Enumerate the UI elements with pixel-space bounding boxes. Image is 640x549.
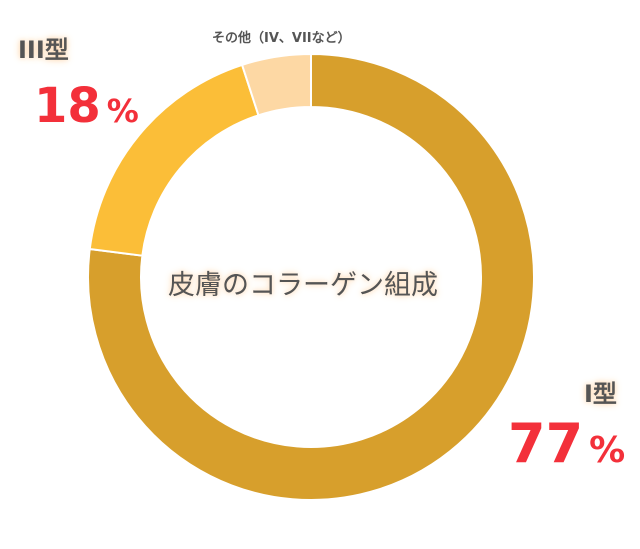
percent-type-iii: 18% — [34, 78, 139, 134]
chart-title: 皮膚のコラーゲン組成 — [168, 270, 438, 301]
unit-type-i: % — [589, 430, 626, 471]
percent-type-i: 77% — [508, 412, 625, 475]
value-type-i: 77 — [508, 412, 584, 475]
label-type-i: I型 — [584, 380, 617, 408]
label-other: その他（IV、VIIなど） — [212, 31, 351, 46]
label-type-iii: III型 — [18, 36, 69, 64]
donut-slice-0 — [87, 52, 535, 501]
donut-slice-2 — [240, 52, 312, 117]
value-type-iii: 18 — [34, 78, 101, 134]
unit-type-iii: % — [106, 92, 139, 130]
